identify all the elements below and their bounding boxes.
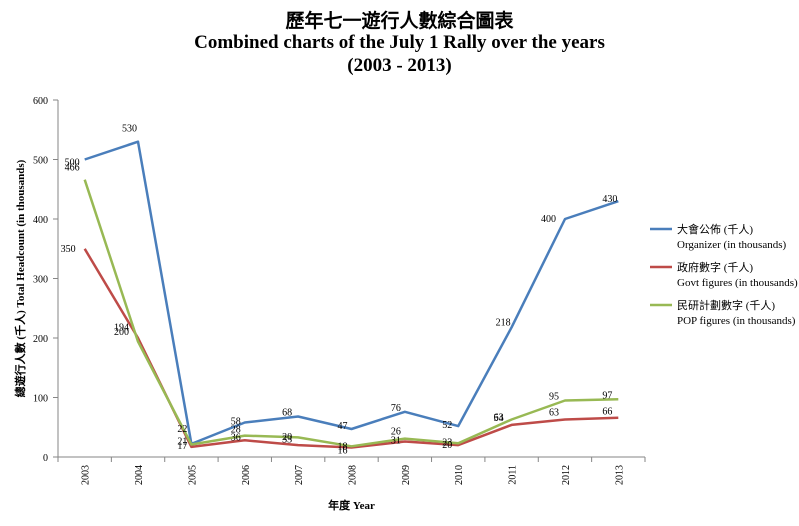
legend-label-zh: 政府數字 (千人) — [677, 260, 753, 274]
data-label: 47 — [338, 421, 348, 432]
chart-subtitle: Combined charts of the July 1 Rally over… — [194, 32, 605, 53]
y-tick-label: 600 — [33, 96, 48, 107]
x-tick-label: 2007 — [294, 465, 305, 485]
y-tick-label: 500 — [33, 156, 48, 167]
data-label: 31 — [391, 436, 401, 447]
data-label: 28 — [231, 424, 241, 435]
legend-label-en: POP figures (in thousands) — [677, 315, 796, 327]
data-label: 22 — [177, 424, 187, 435]
y-tick-label: 400 — [33, 215, 48, 226]
y-axis-title: 總遊行人數 (千人) Total Headcount (in thousands… — [13, 159, 27, 397]
data-label: 17 — [177, 441, 187, 452]
data-label: 66 — [602, 407, 612, 418]
data-label: 54 — [494, 413, 504, 424]
data-label: 350 — [61, 244, 76, 255]
data-label: 58 — [231, 416, 241, 427]
x-tick-label: 2013 — [614, 465, 625, 485]
x-tick-label: 2005 — [187, 465, 198, 485]
y-tick-label: 0 — [43, 453, 48, 464]
y-tick-label: 100 — [33, 394, 48, 405]
data-label: 466 — [65, 163, 80, 174]
legend-label-zh: 大會公佈 (千人) — [677, 222, 753, 236]
legend-label-en: Govt figures (in thousands) — [677, 277, 798, 289]
x-tick-label: 2009 — [401, 465, 412, 485]
data-label: 400 — [541, 214, 556, 225]
x-tick-label: 2011 — [508, 465, 519, 485]
legend-label-zh: 民研計劃數字 (千人) — [677, 298, 775, 312]
chart-title-zh: 歷年七一遊行人數綜合圖表 — [285, 11, 514, 32]
data-label: 20 — [282, 432, 292, 443]
data-label: 23 — [442, 437, 452, 448]
series-line-2 — [83, 248, 619, 449]
x-tick-label: 2012 — [561, 465, 572, 485]
chart-subtitle-years: (2003 - 2013) — [347, 55, 452, 76]
x-tick-label: 2004 — [134, 465, 145, 485]
data-label: 16 — [338, 445, 348, 456]
data-label: 20 — [442, 440, 452, 451]
x-axis-title: 年度 Year — [328, 498, 375, 512]
x-tick-label: 2008 — [348, 465, 359, 485]
data-label: 18 — [338, 441, 348, 452]
data-label: 97 — [602, 390, 612, 401]
data-label: 530 — [122, 124, 137, 135]
data-label: 200 — [114, 327, 129, 338]
y-tick-label: 200 — [33, 334, 48, 345]
series-line-1 — [84, 140, 619, 446]
data-label: 218 — [496, 317, 511, 328]
data-label: 36 — [231, 433, 241, 444]
data-label: 194 — [114, 323, 129, 334]
data-label: 68 — [282, 408, 292, 419]
data-label: 63 — [549, 408, 559, 419]
legend-label-en: Organizer (in thousands) — [677, 239, 786, 251]
x-tick-label: 2010 — [454, 465, 465, 485]
data-label: 430 — [602, 194, 617, 205]
data-label: 33 — [282, 434, 292, 445]
data-label: 52 — [442, 420, 452, 431]
series-line-3 — [83, 179, 619, 448]
data-label: 76 — [391, 403, 401, 414]
data-label: 95 — [549, 391, 559, 402]
data-label: 63 — [494, 413, 504, 424]
x-tick-label: 2006 — [241, 465, 252, 485]
y-tick-label: 300 — [33, 275, 48, 286]
x-tick-label: 2003 — [81, 465, 92, 485]
data-label: 26 — [391, 427, 401, 438]
data-label: 21 — [177, 437, 187, 448]
data-label: 500 — [65, 158, 80, 169]
